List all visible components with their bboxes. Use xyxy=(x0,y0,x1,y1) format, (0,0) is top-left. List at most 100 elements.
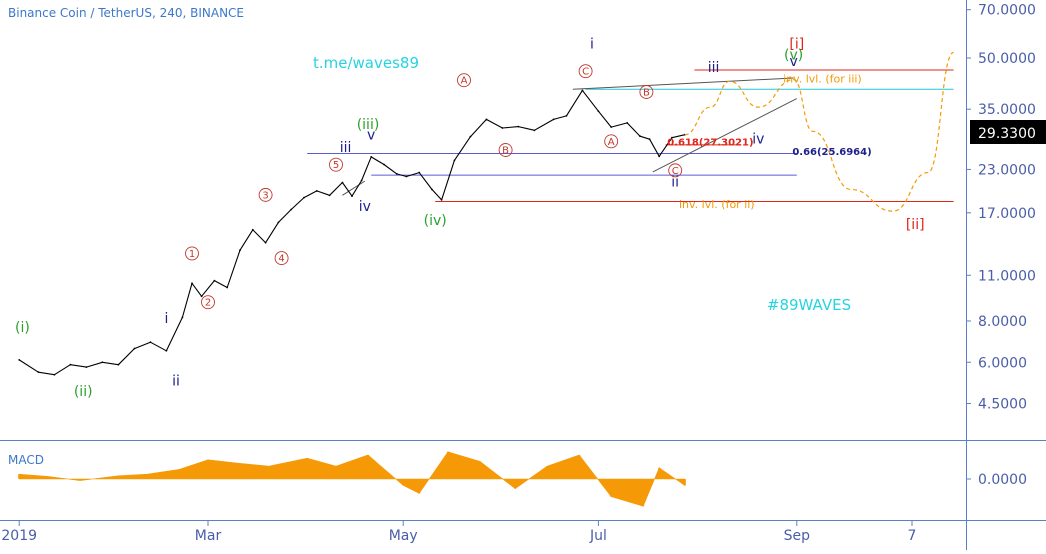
wave-label-21: B xyxy=(502,146,509,157)
price-point xyxy=(264,241,267,244)
wave-label-15: 1 xyxy=(189,249,195,260)
wave-label-13: iv xyxy=(752,131,764,147)
x-tick-label-5: 7 xyxy=(908,528,917,544)
price-badge: 29.3300 xyxy=(978,126,1036,142)
price-series-line-0 xyxy=(18,89,685,376)
price-point xyxy=(18,358,21,361)
annotations-layer: (i)(ii)(iii)(iv)(v)iiiiiiivviiiiiiivv123… xyxy=(15,36,925,399)
wave-label-31: 0.66(25.6964) xyxy=(792,147,871,158)
wave-label-3: (iv) xyxy=(424,213,447,229)
price-point xyxy=(517,125,520,128)
price-point xyxy=(101,361,104,364)
macd-label: MACD xyxy=(8,453,44,467)
trend-line-2 xyxy=(652,98,798,173)
price-point xyxy=(328,194,331,197)
price-point xyxy=(405,175,408,178)
wave-label-18: 4 xyxy=(278,254,284,265)
price-point xyxy=(69,363,72,366)
price-point xyxy=(552,118,555,121)
wave-label-4: (v) xyxy=(784,47,803,63)
symbol-title: Binance Coin / TetherUS, 240, BINANCE xyxy=(8,6,244,20)
wave-label-1: (ii) xyxy=(74,384,93,400)
price-point xyxy=(469,135,472,138)
price-point xyxy=(149,341,152,344)
price-layer xyxy=(18,89,686,376)
wave-label-16: 2 xyxy=(205,298,211,309)
macd-layer xyxy=(18,451,686,507)
wave-label-23: A xyxy=(608,137,615,148)
price-point xyxy=(639,135,641,138)
wave-label-6: ii xyxy=(172,374,180,390)
wave-label-24: B xyxy=(643,88,650,99)
price-point xyxy=(533,129,536,132)
wave-label-26: [i] xyxy=(789,36,804,52)
x-tick-label-2: May xyxy=(389,528,418,544)
x-tick-label-4: Sep xyxy=(784,528,811,544)
price-point xyxy=(200,295,203,298)
wave-label-10: i xyxy=(590,36,594,52)
price-point xyxy=(165,349,168,352)
y-tick-label-3: 23.0000 xyxy=(978,162,1036,178)
price-point xyxy=(277,221,280,224)
wave-label-11: ii xyxy=(671,175,679,191)
price-point xyxy=(37,371,40,374)
price-point xyxy=(597,110,600,113)
price-point xyxy=(290,208,293,211)
levels-layer xyxy=(307,69,954,202)
trend-line-0 xyxy=(342,180,366,196)
price-point xyxy=(239,249,241,252)
wave-circle-19 xyxy=(329,157,343,172)
y-tick-label-8: 4.5000 xyxy=(978,397,1027,413)
trend-line-1 xyxy=(572,77,794,90)
price-point xyxy=(133,347,136,350)
wave-label-12: iii xyxy=(708,60,720,76)
wave-label-17: 3 xyxy=(262,190,268,201)
price-point xyxy=(360,179,363,182)
wave-label-14: v xyxy=(789,54,797,70)
price-point xyxy=(501,127,504,129)
forecast-layer xyxy=(684,51,954,212)
price-point xyxy=(117,363,120,366)
wave-circle-21 xyxy=(498,143,513,157)
price-point xyxy=(181,316,184,319)
price-point xyxy=(581,89,584,92)
macd-histogram xyxy=(18,451,686,507)
price-point xyxy=(251,228,254,231)
price-point xyxy=(648,138,651,141)
y-tick-label-6: 8.0000 xyxy=(978,314,1027,330)
y-tick-label-2: 35.0000 xyxy=(978,102,1036,118)
wave-label-22: C xyxy=(582,67,589,78)
price-point xyxy=(431,188,433,191)
wave-label-28: inv. lvl. (for iii) xyxy=(783,72,862,85)
wave-circle-17 xyxy=(258,187,273,202)
price-point xyxy=(485,118,488,121)
wave-label-20: A xyxy=(461,76,468,87)
wave-circle-22 xyxy=(578,64,593,79)
wave-label-25: C xyxy=(672,166,679,177)
wave-label-8: iv xyxy=(359,199,371,215)
price-point xyxy=(213,279,216,282)
price-point xyxy=(351,195,353,197)
x-tick-label-1: Mar xyxy=(195,528,222,544)
wave-label-9: v xyxy=(367,128,375,144)
y-tick-label-1: 50.0000 xyxy=(978,51,1036,67)
watermark-bottom: #89WAVES xyxy=(767,296,851,314)
wave-circle-16 xyxy=(201,295,215,310)
y-tick-label-7: 6.0000 xyxy=(978,355,1027,371)
price-point xyxy=(671,136,673,139)
wave-circle-24 xyxy=(639,85,654,99)
price-point xyxy=(315,190,318,192)
watermark-top: t.me/waves89 xyxy=(313,54,419,72)
wave-label-5: i xyxy=(164,311,168,327)
x-tick-label-0: 2019 xyxy=(1,528,37,544)
price-point xyxy=(626,122,629,124)
price-badge-bg xyxy=(970,120,1046,144)
x-tick-label-3: Jul xyxy=(589,528,607,544)
price-point xyxy=(53,373,56,376)
price-point xyxy=(226,286,229,289)
forecast-path xyxy=(684,51,954,212)
price-point xyxy=(383,163,385,166)
price-point xyxy=(395,172,398,175)
